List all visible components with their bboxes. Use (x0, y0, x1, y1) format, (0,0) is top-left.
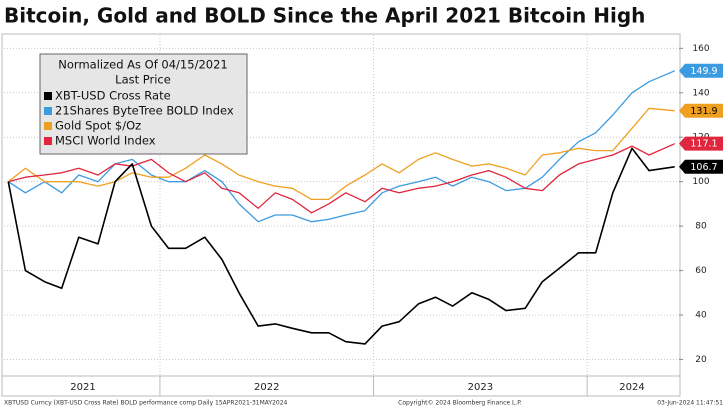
legend-subtitle: Last Price (115, 73, 171, 87)
last-price-label: 106.7 (690, 162, 717, 173)
last-price-tag (679, 159, 723, 174)
last-price-tag (679, 103, 723, 118)
y-tick-label: 100 (692, 177, 709, 187)
y-tick-label: 160 (692, 44, 709, 54)
y-tick-label: 60 (695, 266, 707, 276)
last-price-label: 131.9 (690, 106, 717, 117)
x-axis-band (1, 375, 681, 397)
y-tick-label: 40 (695, 311, 707, 321)
legend-title: Normalized As Of 04/15/2021 (58, 58, 227, 72)
x-tick-label: 2024 (619, 382, 644, 393)
footer-right: 03-Jun-2024 11:47:51 (657, 400, 723, 407)
x-tick-label: 2023 (468, 382, 493, 393)
footer-center: Copyright© 2024 Bloomberg Finance L.P. (398, 400, 522, 407)
y-tick-label: 140 (692, 88, 709, 98)
legend-swatch (44, 122, 52, 130)
legend-label: 21Shares ByteTree BOLD Index (55, 104, 234, 118)
legend-label: XBT-USD Cross Rate (55, 89, 171, 103)
series-line (7, 147, 675, 345)
legend-swatch (44, 92, 52, 100)
y-tick-label: 80 (695, 222, 707, 232)
last-price-label: 117.1 (690, 139, 717, 150)
x-tick-label: 2022 (254, 382, 279, 393)
last-price-label: 149.9 (690, 66, 717, 77)
series-line (7, 107, 675, 201)
y-tick-label: 20 (695, 355, 707, 365)
x-tick-label: 2021 (70, 382, 95, 393)
legend-box (39, 53, 248, 155)
legend-swatch (44, 137, 52, 145)
last-price-tag (679, 63, 723, 78)
last-price-tag (679, 136, 723, 151)
legend-label: Gold Spot $/Oz (55, 119, 141, 133)
legend-swatch (44, 107, 52, 115)
legend: Normalized As Of 04/15/2021 Last Price X… (39, 53, 248, 155)
legend-label: MSCI World Index (55, 134, 156, 148)
footer-left: XBTUSD Curncy (XBT-USD Cross Rate) BOLD … (4, 400, 288, 407)
series-line (7, 70, 675, 223)
axis: 204060801001201401602021202220232024106.… (1, 44, 723, 397)
series-line (8, 143, 675, 214)
chart-title: Bitcoin, Gold and BOLD Since the April 2… (4, 4, 645, 28)
